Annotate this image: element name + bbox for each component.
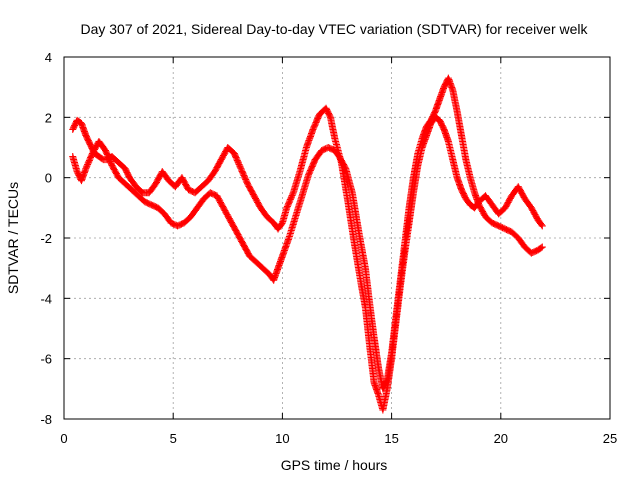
y-tick-label: 4 [45,50,52,65]
x-tick-label: 15 [384,431,398,446]
data-points [69,74,546,414]
y-tick-labels: -8 -6 -4 -2 0 2 4 [40,50,52,427]
series-trace [69,105,545,412]
x-tick-label: 25 [603,431,617,446]
axis-ticks [63,56,611,420]
series-trace [69,75,545,391]
chart-title: Day 307 of 2021, Sidereal Day-to-day VTE… [80,21,588,37]
x-tick-labels: 0 5 10 15 20 25 [60,431,617,446]
series-track-b [69,74,546,393]
y-tick-label: -6 [40,352,52,367]
x-tick-label: 5 [170,431,177,446]
y-tick-label: -8 [40,412,52,427]
y-tick-label: -2 [40,231,52,246]
y-tick-label: 0 [45,171,52,186]
series-track-a [69,104,546,414]
y-tick-label: 2 [45,110,52,125]
x-axis-label: GPS time / hours [281,457,388,473]
y-axis-label: SDTVAR / TECUs [5,182,21,294]
y-tick-label: -4 [40,291,52,306]
grid [64,57,610,419]
x-tick-label: 20 [494,431,508,446]
x-tick-label: 0 [60,431,67,446]
x-tick-label: 10 [275,431,289,446]
